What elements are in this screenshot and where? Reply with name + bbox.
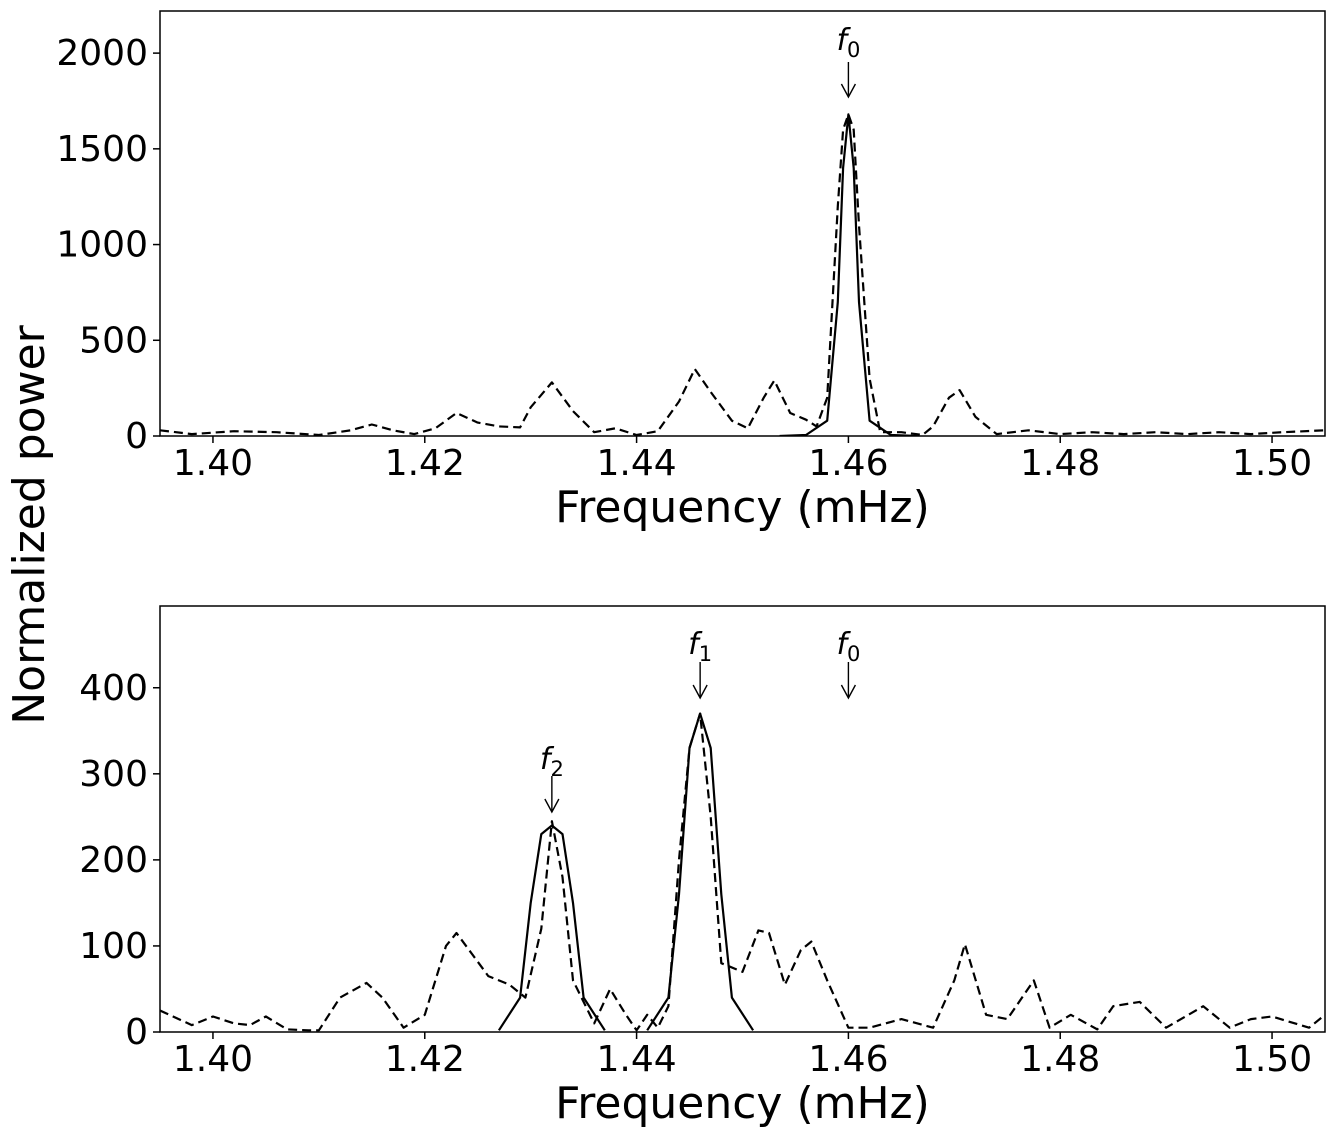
peak-marker-label: f0 <box>836 627 860 666</box>
bottom-periodogram-panel: 1.40 1.42 1.44 1.46 1.48 1.50 0 100 200 300 400 Fre… <box>79 605 1326 1129</box>
x-tick-label: 1.46 <box>808 443 888 484</box>
peak-marker-subscript: 1 <box>699 642 712 666</box>
plot-frame <box>159 10 1326 437</box>
fit-line-2 <box>646 712 755 1031</box>
x-tick-label: 1.48 <box>1020 443 1100 484</box>
y-tick-label: 1500 <box>56 129 148 170</box>
peak-marker-arrow-head <box>840 83 857 99</box>
fit-line-1 <box>497 824 606 1031</box>
plot-frame <box>159 605 1326 1033</box>
y-tick-label: 2000 <box>56 33 148 74</box>
y-tick-label: 1000 <box>56 225 148 266</box>
x-tick-label: 1.40 <box>173 1039 253 1080</box>
y-tick-label: 300 <box>79 754 148 795</box>
x-tick-label: 1.44 <box>597 443 677 484</box>
peak-marker-arrow-head <box>692 684 708 700</box>
peak-marker-label: f1 <box>688 627 712 666</box>
x-tick-label: 1.40 <box>173 443 253 484</box>
peak-marker-subscript: 0 <box>847 38 860 62</box>
peak-marker-arrow-head <box>840 684 857 700</box>
x-tick-label: 1.44 <box>597 1039 677 1080</box>
y-tick-label: 0 <box>125 1012 148 1053</box>
x-tick-label: 1.50 <box>1232 443 1312 484</box>
shared-y-axis-label: Normalized power <box>4 324 55 724</box>
peak-marker-label: f0 <box>836 23 860 62</box>
x-tick-label: 1.42 <box>385 443 465 484</box>
peak-marker-subscript: 2 <box>550 757 563 781</box>
peak-marker-subscript: 0 <box>847 642 860 666</box>
x-tick-label: 1.48 <box>1020 1039 1100 1080</box>
fit-line-1 <box>779 113 918 436</box>
peak-marker-arrow-head <box>544 798 560 814</box>
x-tick-label: 1.50 <box>1232 1039 1312 1080</box>
top-periodogram-panel: 1.40 1.42 1.44 1.46 1.48 1.50 0 500 1000 1500 2000… <box>56 10 1326 533</box>
peak-marker-label: f2 <box>540 742 564 781</box>
y-tick-label: 400 <box>79 668 148 709</box>
periodogram-line-0 <box>160 113 1325 436</box>
y-tick-label: 0 <box>125 416 148 457</box>
periodogram-line-0 <box>160 712 1325 1032</box>
x-tick-label: 1.42 <box>385 1039 465 1080</box>
y-tick-label: 100 <box>79 926 148 967</box>
y-tick-label: 500 <box>79 320 148 361</box>
x-tick-label: 1.46 <box>808 1039 888 1080</box>
x-axis-label: Frequency (mHz) <box>555 482 930 533</box>
y-tick-label: 200 <box>79 840 148 881</box>
x-axis-label: Frequency (mHz) <box>555 1078 930 1129</box>
